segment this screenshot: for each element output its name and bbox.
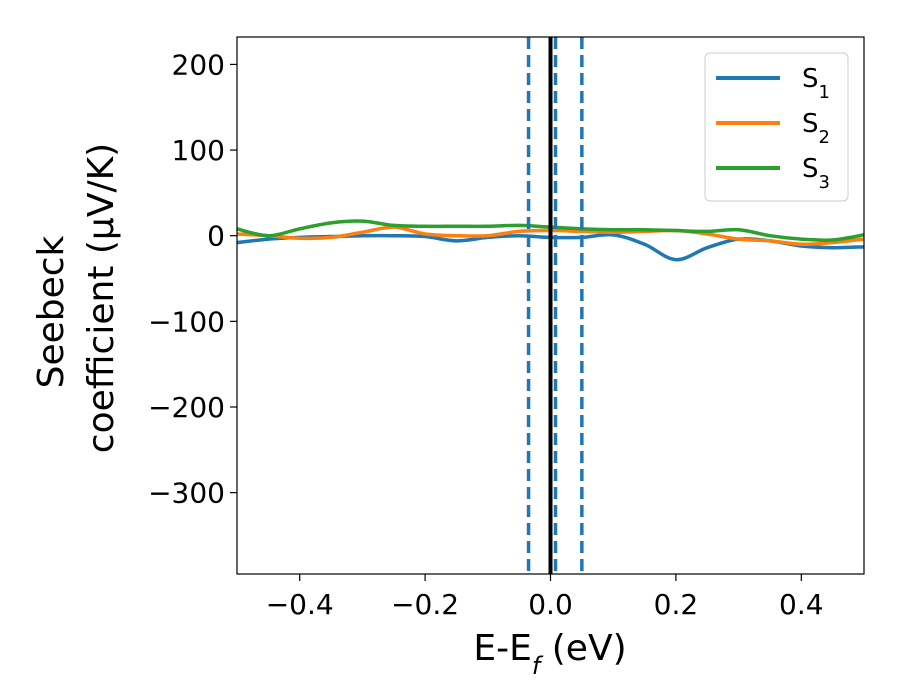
y-tick-label: 100	[172, 134, 225, 167]
x-axis: −0.4 −0.2 0.0 0.2 0.4	[266, 574, 824, 621]
legend-label-s2: S2	[802, 109, 830, 148]
y-tick-label: −200	[148, 391, 225, 424]
legend-label-s3: S3	[802, 154, 830, 193]
legend: S1 S2 S3	[704, 52, 849, 202]
x-tick-label: −0.4	[266, 588, 334, 621]
y-tick-label: 0	[207, 220, 225, 253]
legend-box	[704, 52, 849, 202]
y-tick-label: −300	[148, 477, 225, 510]
y-axis-title-line1: Seebeck	[31, 235, 72, 388]
legend-label-s1: S1	[802, 64, 830, 103]
y-tick-label: 200	[172, 48, 225, 81]
y-axis-title-line2: coefficient (μV/K)	[81, 143, 122, 453]
x-tick-label: −0.2	[391, 588, 459, 621]
x-tick-label: 0.0	[528, 588, 573, 621]
x-tick-label: 0.4	[779, 588, 824, 621]
x-tick-label: 0.2	[654, 588, 699, 621]
y-axis: 200 100 0 −100 −200 −300	[148, 48, 237, 510]
y-tick-label: −100	[148, 305, 225, 338]
x-axis-title: E-Ef (eV)	[473, 628, 626, 680]
vline-layer	[526, 37, 584, 574]
